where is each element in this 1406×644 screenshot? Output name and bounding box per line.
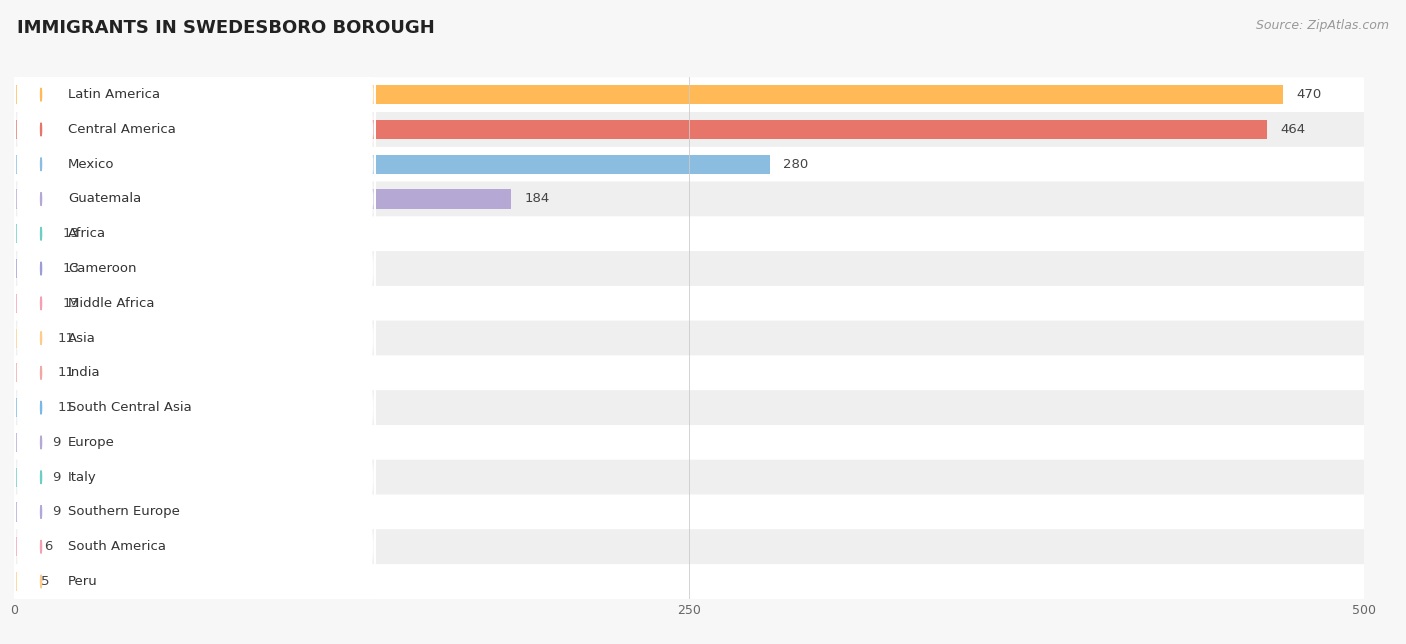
Bar — [14, 155, 770, 174]
FancyBboxPatch shape — [0, 564, 1391, 599]
FancyBboxPatch shape — [14, 346, 375, 609]
FancyBboxPatch shape — [14, 33, 375, 296]
Text: 9: 9 — [52, 471, 60, 484]
FancyBboxPatch shape — [0, 112, 1391, 147]
FancyBboxPatch shape — [0, 460, 1391, 495]
FancyBboxPatch shape — [0, 390, 1391, 425]
FancyBboxPatch shape — [14, 137, 375, 400]
Bar — [14, 572, 28, 591]
Text: 11: 11 — [58, 401, 75, 414]
Text: 13: 13 — [63, 227, 80, 240]
Text: Middle Africa: Middle Africa — [67, 297, 155, 310]
Text: Central America: Central America — [67, 123, 176, 136]
FancyBboxPatch shape — [0, 77, 1391, 112]
Text: Europe: Europe — [67, 436, 115, 449]
Text: Africa: Africa — [67, 227, 107, 240]
FancyBboxPatch shape — [0, 529, 1391, 564]
Bar — [14, 398, 44, 417]
Text: 13: 13 — [63, 297, 80, 310]
FancyBboxPatch shape — [0, 286, 1391, 321]
Text: 9: 9 — [52, 436, 60, 449]
Text: 470: 470 — [1296, 88, 1322, 101]
Text: India: India — [67, 366, 101, 379]
Text: South America: South America — [67, 540, 166, 553]
Text: 5: 5 — [41, 575, 49, 588]
FancyBboxPatch shape — [14, 415, 375, 644]
Text: Mexico: Mexico — [67, 158, 114, 171]
FancyBboxPatch shape — [0, 495, 1391, 529]
Bar — [14, 224, 49, 243]
FancyBboxPatch shape — [14, 450, 375, 644]
FancyBboxPatch shape — [0, 355, 1391, 390]
Text: Latin America: Latin America — [67, 88, 160, 101]
Bar — [14, 120, 1267, 139]
Bar — [14, 294, 49, 313]
FancyBboxPatch shape — [0, 251, 1391, 286]
Bar — [14, 85, 1282, 104]
Bar — [14, 259, 49, 278]
Text: 11: 11 — [58, 366, 75, 379]
FancyBboxPatch shape — [14, 242, 375, 504]
Text: IMMIGRANTS IN SWEDESBORO BOROUGH: IMMIGRANTS IN SWEDESBORO BOROUGH — [17, 19, 434, 37]
FancyBboxPatch shape — [0, 147, 1391, 182]
Text: South Central Asia: South Central Asia — [67, 401, 191, 414]
Text: 184: 184 — [524, 193, 550, 205]
Text: Italy: Italy — [67, 471, 97, 484]
FancyBboxPatch shape — [14, 68, 375, 330]
Text: 280: 280 — [783, 158, 808, 171]
FancyBboxPatch shape — [0, 216, 1391, 251]
Text: Source: ZipAtlas.com: Source: ZipAtlas.com — [1256, 19, 1389, 32]
FancyBboxPatch shape — [14, 0, 375, 261]
FancyBboxPatch shape — [0, 182, 1391, 216]
Bar — [14, 328, 44, 348]
FancyBboxPatch shape — [14, 172, 375, 435]
Text: Guatemala: Guatemala — [67, 193, 141, 205]
Bar — [14, 433, 38, 452]
Bar — [14, 502, 38, 522]
FancyBboxPatch shape — [14, 311, 375, 574]
Text: 6: 6 — [44, 540, 52, 553]
FancyBboxPatch shape — [14, 207, 375, 469]
Text: 464: 464 — [1279, 123, 1305, 136]
Text: Cameroon: Cameroon — [67, 262, 136, 275]
Bar — [14, 537, 31, 556]
FancyBboxPatch shape — [14, 276, 375, 539]
Text: Asia: Asia — [67, 332, 96, 345]
FancyBboxPatch shape — [14, 102, 375, 365]
Bar — [14, 189, 510, 209]
Text: Peru: Peru — [67, 575, 98, 588]
FancyBboxPatch shape — [14, 381, 375, 643]
FancyBboxPatch shape — [0, 321, 1391, 355]
Text: 13: 13 — [63, 262, 80, 275]
Text: 9: 9 — [52, 506, 60, 518]
FancyBboxPatch shape — [14, 0, 375, 226]
Bar — [14, 468, 38, 487]
Text: Southern Europe: Southern Europe — [67, 506, 180, 518]
FancyBboxPatch shape — [0, 425, 1391, 460]
Bar — [14, 363, 44, 383]
Text: 11: 11 — [58, 332, 75, 345]
